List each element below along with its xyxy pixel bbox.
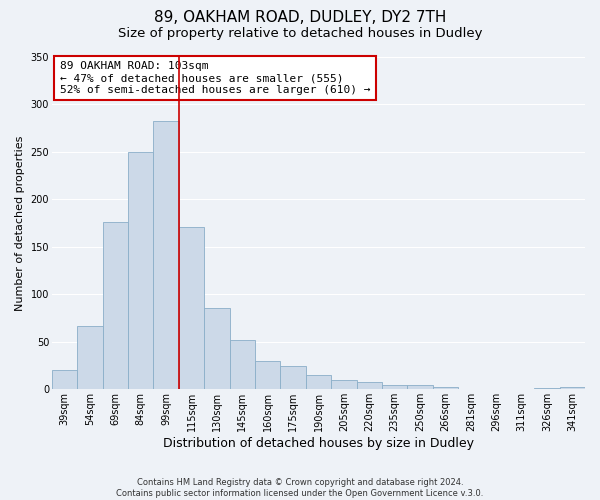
Bar	[128, 152, 154, 390]
Bar	[255, 361, 280, 390]
Bar	[534, 388, 560, 390]
Bar	[77, 326, 103, 390]
Text: 89 OAKHAM ROAD: 103sqm
← 47% of detached houses are smaller (555)
52% of semi-de: 89 OAKHAM ROAD: 103sqm ← 47% of detached…	[60, 62, 370, 94]
Y-axis label: Number of detached properties: Number of detached properties	[15, 135, 25, 310]
Bar	[382, 384, 407, 390]
Bar	[280, 366, 306, 390]
Bar	[179, 226, 204, 390]
Bar	[306, 375, 331, 390]
Bar	[230, 340, 255, 390]
Bar	[407, 386, 433, 390]
Bar	[433, 388, 458, 390]
Bar	[204, 308, 230, 390]
Bar	[356, 382, 382, 390]
Bar	[103, 222, 128, 390]
Text: Size of property relative to detached houses in Dudley: Size of property relative to detached ho…	[118, 28, 482, 40]
Text: Contains HM Land Registry data © Crown copyright and database right 2024.
Contai: Contains HM Land Registry data © Crown c…	[116, 478, 484, 498]
Text: 89, OAKHAM ROAD, DUDLEY, DY2 7TH: 89, OAKHAM ROAD, DUDLEY, DY2 7TH	[154, 10, 446, 25]
Bar	[560, 388, 585, 390]
X-axis label: Distribution of detached houses by size in Dudley: Distribution of detached houses by size …	[163, 437, 474, 450]
Bar	[154, 121, 179, 390]
Bar	[52, 370, 77, 390]
Bar	[331, 380, 356, 390]
